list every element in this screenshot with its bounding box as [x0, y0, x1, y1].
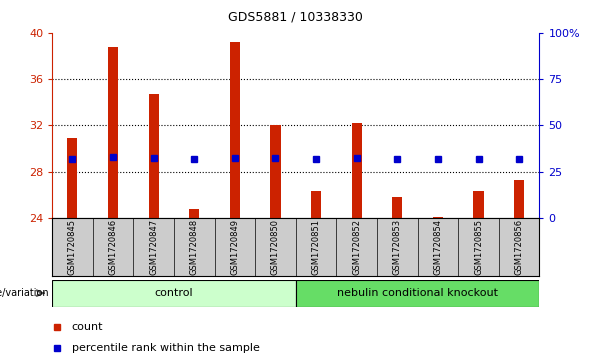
- Bar: [270, 125, 281, 218]
- Text: GSM1720853: GSM1720853: [393, 219, 402, 275]
- Bar: [67, 138, 77, 218]
- Text: GSM1720849: GSM1720849: [230, 219, 239, 275]
- Text: GSM1720851: GSM1720851: [311, 219, 321, 275]
- Text: GSM1720847: GSM1720847: [149, 219, 158, 275]
- Bar: [230, 42, 240, 218]
- Text: GSM1720845: GSM1720845: [68, 219, 77, 275]
- Text: percentile rank within the sample: percentile rank within the sample: [72, 343, 259, 354]
- FancyBboxPatch shape: [295, 280, 539, 307]
- Text: genotype/variation: genotype/variation: [0, 288, 49, 298]
- Text: GSM1720856: GSM1720856: [515, 219, 524, 275]
- Text: GSM1720854: GSM1720854: [433, 219, 443, 275]
- Text: GSM1720850: GSM1720850: [271, 219, 280, 275]
- FancyBboxPatch shape: [52, 280, 295, 307]
- Text: GSM1720848: GSM1720848: [190, 219, 199, 275]
- Bar: [311, 191, 321, 218]
- Text: GSM1720852: GSM1720852: [352, 219, 361, 275]
- Text: control: control: [154, 288, 193, 298]
- Bar: [433, 217, 443, 218]
- Bar: [392, 197, 402, 218]
- Text: nebulin conditional knockout: nebulin conditional knockout: [337, 288, 498, 298]
- Text: GSM1720846: GSM1720846: [109, 219, 118, 275]
- Bar: [352, 123, 362, 218]
- Bar: [108, 46, 118, 218]
- Text: GDS5881 / 10338330: GDS5881 / 10338330: [228, 11, 364, 24]
- Bar: [189, 208, 199, 218]
- Text: GSM1720855: GSM1720855: [474, 219, 483, 275]
- Bar: [514, 180, 524, 218]
- Bar: [148, 94, 159, 218]
- Text: count: count: [72, 322, 103, 332]
- Bar: [473, 191, 484, 218]
